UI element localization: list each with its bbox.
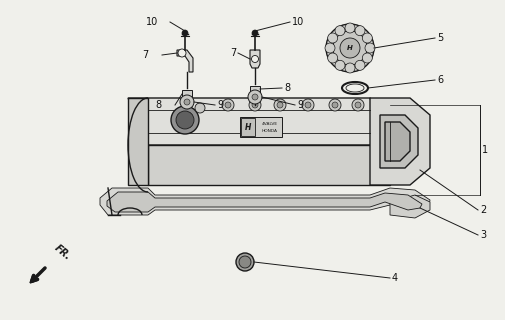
Polygon shape — [249, 50, 260, 68]
Circle shape — [247, 90, 262, 104]
Polygon shape — [182, 90, 191, 98]
Circle shape — [332, 31, 366, 65]
Circle shape — [362, 33, 372, 43]
Text: 4VALVE: 4VALVE — [262, 122, 278, 126]
Circle shape — [180, 95, 193, 109]
Text: 10: 10 — [145, 17, 158, 27]
Text: 10: 10 — [291, 17, 304, 27]
Text: 8: 8 — [156, 100, 162, 110]
Text: H: H — [244, 123, 250, 132]
Circle shape — [339, 38, 359, 58]
Circle shape — [351, 99, 363, 111]
Circle shape — [235, 253, 254, 271]
Circle shape — [222, 99, 233, 111]
Circle shape — [301, 99, 314, 111]
Polygon shape — [128, 98, 389, 145]
Circle shape — [344, 23, 355, 33]
FancyBboxPatch shape — [240, 118, 255, 136]
Circle shape — [176, 111, 193, 129]
Circle shape — [194, 103, 205, 113]
Text: 1: 1 — [481, 145, 487, 155]
Circle shape — [344, 63, 355, 73]
Text: 7: 7 — [229, 48, 235, 58]
Circle shape — [251, 55, 258, 62]
Text: 9: 9 — [296, 100, 302, 110]
Polygon shape — [107, 192, 421, 212]
Text: 5: 5 — [436, 33, 442, 43]
Circle shape — [184, 99, 189, 105]
FancyBboxPatch shape — [239, 117, 281, 137]
Text: 9: 9 — [217, 100, 223, 110]
Circle shape — [334, 60, 344, 70]
Polygon shape — [369, 98, 429, 185]
Text: 2: 2 — [479, 205, 485, 215]
Circle shape — [331, 102, 337, 108]
Text: FR.: FR. — [53, 243, 73, 262]
Circle shape — [274, 99, 285, 111]
Text: 7: 7 — [141, 50, 147, 60]
Circle shape — [251, 30, 258, 36]
Text: 6: 6 — [436, 75, 442, 85]
Circle shape — [182, 30, 188, 36]
Circle shape — [171, 106, 198, 134]
Circle shape — [251, 102, 258, 108]
Circle shape — [355, 102, 360, 108]
Polygon shape — [384, 122, 409, 161]
Circle shape — [355, 60, 364, 70]
Circle shape — [327, 33, 337, 43]
Text: 8: 8 — [283, 83, 289, 93]
Polygon shape — [128, 98, 147, 185]
Circle shape — [334, 26, 344, 36]
Circle shape — [225, 102, 231, 108]
Polygon shape — [249, 86, 260, 93]
Circle shape — [276, 102, 282, 108]
Circle shape — [362, 53, 372, 63]
Circle shape — [178, 49, 186, 57]
Circle shape — [248, 99, 261, 111]
Circle shape — [238, 256, 250, 268]
Circle shape — [327, 53, 337, 63]
Text: H: H — [346, 45, 352, 51]
Circle shape — [324, 43, 334, 53]
Polygon shape — [177, 50, 192, 72]
Circle shape — [364, 43, 374, 53]
Text: HONDA: HONDA — [262, 129, 277, 133]
Circle shape — [355, 26, 364, 36]
Text: 3: 3 — [479, 230, 485, 240]
Circle shape — [251, 94, 258, 100]
Polygon shape — [100, 188, 429, 215]
Circle shape — [305, 102, 311, 108]
Polygon shape — [389, 195, 429, 218]
Polygon shape — [147, 145, 389, 185]
Circle shape — [328, 99, 340, 111]
Text: 4: 4 — [391, 273, 397, 283]
Circle shape — [325, 24, 373, 72]
Polygon shape — [379, 115, 417, 168]
